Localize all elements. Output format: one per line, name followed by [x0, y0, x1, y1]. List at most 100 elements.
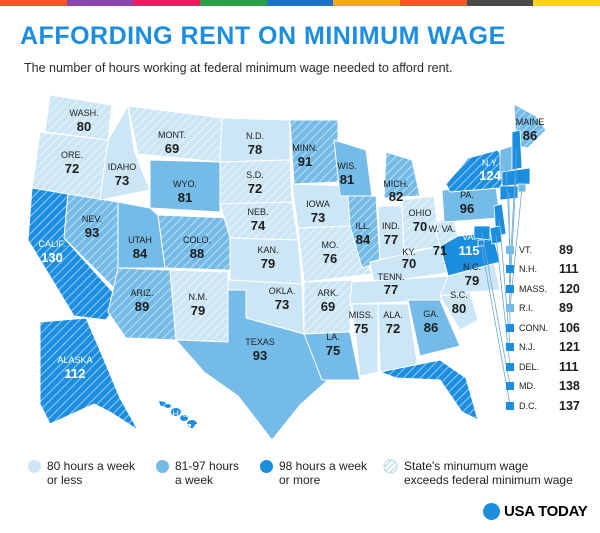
state-label-ga: GA.: [423, 309, 439, 319]
state-value-la: 75: [326, 343, 340, 358]
usa-today-dot-icon: [483, 503, 500, 520]
state-label-tenn: TENN.: [378, 272, 405, 282]
legend-hatch-line1: State's minumum wage: [404, 459, 529, 473]
ne-abbr-d-c: D.C.: [519, 400, 537, 411]
state-label-mont: MONT.: [158, 130, 186, 140]
state-value-n-m: 79: [191, 303, 205, 318]
ne-abbr-n-j: N.J.: [519, 342, 536, 353]
state-shape-miss: [351, 303, 379, 377]
state-hatch-n-m: [170, 270, 228, 342]
state-label-colo: COLO.: [183, 235, 211, 245]
state-hatch-ohio: [402, 196, 440, 252]
state-label-maine: MAINE: [516, 117, 545, 127]
state-label-ariz: ARIZ.: [130, 288, 153, 298]
brand-name: USA TODAY: [504, 503, 588, 520]
ne-row-n-j: N.J. 121: [506, 338, 596, 358]
state-label-mich: MICH.: [383, 179, 409, 189]
state-value-wash: 80: [77, 119, 91, 134]
state-value-hawaii: 174: [177, 421, 199, 436]
state-value-idaho: 73: [115, 173, 129, 188]
state-label-la: LA.: [326, 332, 340, 342]
ne-swatch: [506, 343, 514, 352]
ne-row-md: MD. 138: [506, 377, 596, 397]
dark-tier-swatch: [260, 460, 273, 473]
ne-swatch: [506, 382, 514, 391]
state-label-ill: ILL.: [355, 221, 370, 231]
ne-value-vt: 89: [559, 242, 573, 257]
state-value-mont: 69: [165, 141, 179, 156]
hatch-swatch: [383, 459, 398, 474]
state-value-nev: 93: [85, 225, 99, 240]
state-hatch-calif: [28, 188, 120, 320]
state-value-iowa: 73: [311, 210, 325, 225]
ne-row-conn: CONN. 106: [506, 318, 596, 338]
state-label-minn: MINN.: [292, 143, 318, 153]
state-shape-ga: [407, 299, 461, 357]
state-value-wyo: 81: [178, 190, 192, 205]
legend-medium-line1: 81-97 hours: [175, 459, 240, 473]
hawaii-island: [171, 408, 181, 416]
hawaii-island: [165, 404, 171, 408]
ne-abbr-n-h: N.H.: [519, 264, 537, 275]
state-value-miss: 75: [354, 321, 368, 336]
state-value-ark: 69: [321, 299, 335, 314]
state-hatch-ill: [348, 196, 380, 268]
page-subtitle: The number of hours working at federal m…: [24, 61, 453, 75]
legend-light-line2: or less: [47, 473, 83, 487]
state-value-ga: 86: [424, 320, 438, 335]
state-label-ark: ARK.: [317, 288, 338, 298]
state-label-hawaii: HAWAII: [172, 409, 203, 419]
state-hatch-minn: [290, 120, 338, 184]
state-hatch-colo: [158, 215, 230, 270]
state-value-s-d: 72: [248, 181, 262, 196]
ne-row-r-i: R.I. 89: [506, 299, 596, 319]
state-shape-idaho: [99, 104, 151, 201]
state-hatch-mich: [384, 152, 420, 198]
ne-value-conn: 106: [559, 320, 580, 335]
state-value-mo: 76: [323, 251, 337, 266]
state-value-ala: 72: [386, 321, 400, 336]
legend-item-light: 80 hours a week or less: [28, 459, 135, 487]
state-label-nev: NEV.: [82, 214, 102, 224]
ne-value-del: 111: [559, 359, 579, 374]
state-hatch-n-y: [446, 150, 508, 192]
state-label-wis: WIS.: [337, 161, 357, 171]
state-label-va: VA.: [462, 232, 476, 242]
state-label-n-m: N.M.: [189, 292, 208, 302]
state-value-texas: 93: [253, 348, 267, 363]
ne-abbr-conn: CONN.: [519, 322, 548, 333]
state-value-okla: 73: [275, 297, 289, 312]
state-label-ky: KY.: [402, 247, 415, 257]
state-label-ohio: OHIO: [408, 208, 431, 218]
medium-tier-swatch: [156, 460, 169, 473]
state-hatch-nev: [64, 194, 118, 292]
state-hatch-neb: [220, 202, 298, 240]
state-label-miss: MISS.: [349, 310, 374, 320]
state-hatch-alaska: [40, 318, 138, 430]
ne-abbr-mass: MASS.: [519, 283, 548, 294]
ne-row-vt: VT. 89: [506, 240, 596, 260]
state-value-ohio: 70: [413, 219, 427, 234]
ne-value-d-c: 137: [559, 398, 580, 413]
ne-value-mass: 120: [559, 281, 580, 296]
state-value-w-va: 71: [433, 243, 447, 258]
state-label-utah: UTAH: [128, 235, 152, 245]
ne-abbr-md: MD.: [519, 381, 536, 392]
state-value-pa: 96: [460, 201, 474, 216]
ne-row-n-h: N.H. 111: [506, 260, 596, 280]
state-value-calif: 130: [41, 250, 63, 265]
state-label-okla: OKLA.: [269, 286, 296, 296]
state-label-n-c: N.C.: [463, 262, 481, 272]
ne-row-d-c: D.C. 137: [506, 396, 596, 416]
state-value-n-d: 78: [248, 142, 262, 157]
state-value-minn: 91: [298, 154, 312, 169]
state-value-mich: 82: [389, 189, 403, 204]
ne-swatch: [506, 362, 514, 371]
state-hatch-ark: [304, 280, 352, 334]
state-value-fla: 98: [455, 358, 469, 373]
light-tier-swatch: [28, 460, 41, 473]
state-value-wis: 81: [340, 172, 354, 187]
state-shape-wyo: [149, 159, 221, 213]
state-label-wyo: WYO.: [173, 179, 197, 189]
hawaii-island: [187, 420, 197, 428]
